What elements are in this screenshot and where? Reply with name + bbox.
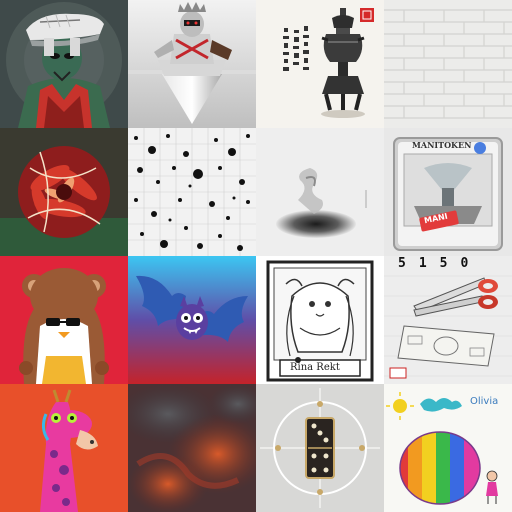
tile-red-flower-collage[interactable] (0, 128, 128, 256)
tile-anime-girl-card[interactable]: Rina Rekt (256, 256, 384, 384)
tile-ink-censer[interactable] (256, 0, 384, 128)
rina-rekt-caption: Rina Rekt (290, 362, 340, 373)
tile-domino-circuit[interactable] (256, 384, 384, 512)
tile-cartoon-bat[interactable] (128, 256, 256, 384)
tile-white-brick-wall[interactable] (384, 0, 512, 128)
tile-vortex-hole[interactable] (256, 128, 384, 256)
manitoken-title: MANITOKEN (412, 140, 472, 150)
tile-alien-sneaker[interactable] (0, 0, 128, 128)
tile-abstract-red-smoke[interactable] (128, 384, 256, 512)
5150-header: 5150 (398, 256, 482, 271)
tile-chrome-robot[interactable] (128, 0, 256, 128)
tile-child-rainbow-drawing[interactable]: Olivia (384, 384, 512, 512)
olivia-signature: Olivia (470, 396, 499, 407)
tile-scissors-dollar[interactable]: 5150 (384, 256, 512, 384)
tile-dot-pattern[interactable] (128, 128, 256, 256)
tile-pudgy-bear[interactable] (0, 256, 128, 384)
tile-manitoken-card[interactable]: MANITOKEN MANI (384, 128, 512, 256)
tile-neon-giraffe[interactable] (0, 384, 128, 512)
